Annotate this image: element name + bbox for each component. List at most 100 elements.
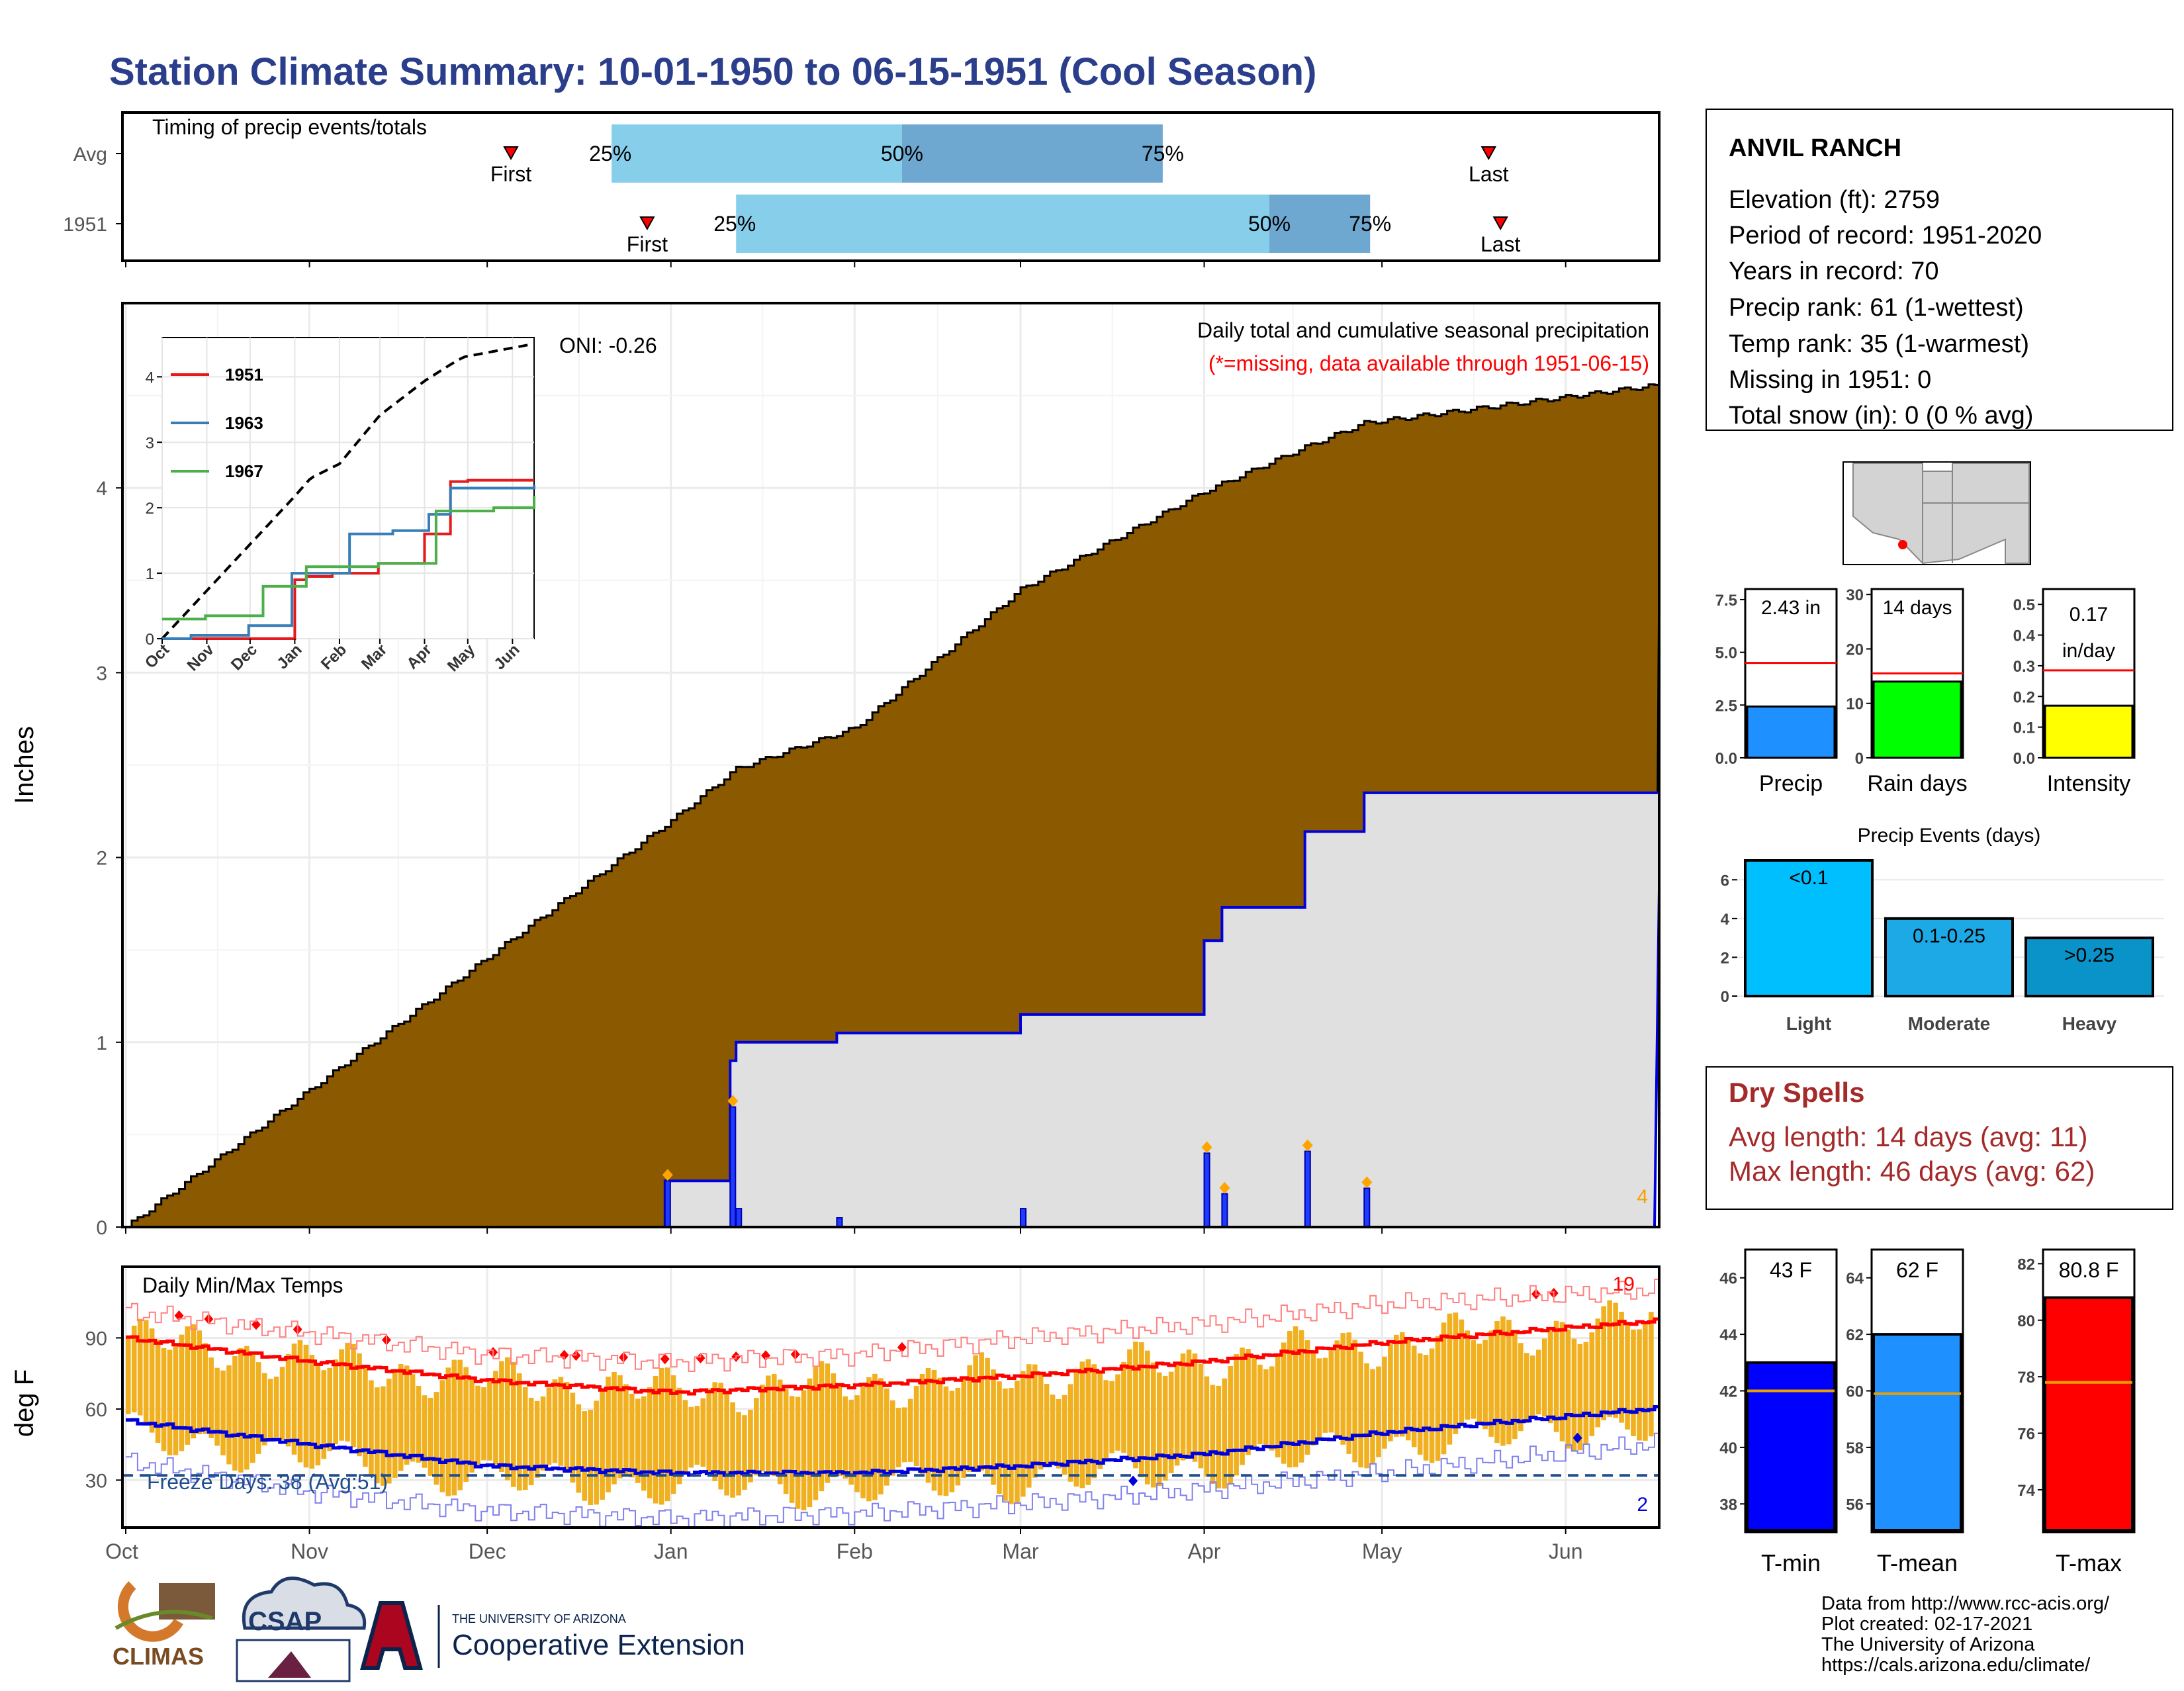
daily-temp-bar [410,1374,416,1462]
daily-temp-bar [261,1373,267,1445]
daily-temp-bar [730,1402,735,1498]
freeze-days-label: Freeze Days: 38 (Avg:51) [147,1470,388,1494]
timing-bar-middle-quartile [1269,195,1371,253]
events-y-tick-label: 2 [1721,949,1729,967]
daily-temp-bar [1607,1300,1612,1417]
station-line: Elevation (ft): 2759 [1729,186,1940,214]
daily-temp-bar [907,1398,913,1462]
inset-legend-label: 1967 [225,461,263,481]
daily-temp-bar [777,1379,783,1485]
temp-bar-value [1872,1333,1962,1531]
daily-temp-bar [866,1377,872,1502]
daily-temp-bar [1488,1330,1494,1437]
timing-panel: Timing of precip events/totals Avg 25% 50%… [63,111,1661,267]
daily-temp-bar [1115,1374,1120,1451]
mini-bar-value-unit: in/day [2062,640,2115,662]
daily-temp-bar [1073,1371,1079,1487]
heavy-event-marker [662,1169,673,1181]
daily-temp-bar [937,1377,943,1496]
mini-bar-y-tick-label: 0.3 [2013,658,2035,676]
daily-temp-bar [309,1355,315,1469]
daily-temp-bar [1571,1338,1577,1452]
csap-cloud-icon [242,1577,367,1630]
daily-temp-bar [126,1338,131,1414]
daily-temp-bar [428,1397,433,1476]
daily-temp-bar [439,1380,445,1492]
daily-temp-bar [1240,1348,1245,1465]
precip-panel-frame [121,302,1661,1228]
daily-temp-bar [1518,1343,1524,1432]
daily-temp-bar [807,1378,813,1508]
daily-temp-bar [641,1396,647,1491]
daily-temp-bar [1287,1331,1293,1468]
daily-temp-bar [688,1406,694,1468]
daily-temp-bar [1210,1385,1216,1485]
daily-temp-bar [226,1365,232,1465]
inset-average-line [161,342,535,640]
daily-temp-bar [1547,1327,1553,1424]
avg-tmin-line [126,1405,1659,1477]
daily-temp-bar [760,1385,765,1472]
daily-temp-bar [481,1387,486,1461]
last-event-label: Last [1469,162,1509,186]
daily-temp-bar [676,1387,682,1485]
credit-line: Data from http://www.rcc-acis.org/ [1821,1593,2110,1614]
daily-temp-bar [1275,1356,1281,1458]
daily-temp-bar [748,1410,753,1483]
daily-temp-bar [1535,1349,1541,1415]
daily-temp-bar [617,1375,623,1479]
daily-temp-bar [1447,1313,1453,1445]
daily-temp-bar [285,1353,291,1447]
daily-temp-bar [457,1359,463,1490]
climas-logo-mark [117,1581,183,1642]
first-event-label: First [490,162,531,186]
daily-temp-bar [1216,1385,1222,1488]
mini-bar-y-tick-label: 0.0 [1715,750,1737,768]
inset-y-tick-label: 1 [146,565,154,583]
precip-y-tick-label: 0 [96,1217,107,1239]
daily-temp-bar [1429,1348,1435,1463]
precip-event-bar [1884,917,2014,998]
daily-temp-bar [955,1387,961,1486]
daily-temp-bar [1370,1369,1375,1465]
precip-events-bars: <0.1 Light 0.1-0.25 Moderate >0.25 Heavy 0 2 4 6 [1721,859,2164,1034]
daily-temp-bar [255,1362,261,1454]
temp-bar-y-tick-label: 56 [1846,1496,1864,1514]
inset-series-line [162,496,535,621]
daily-temp-bar [528,1397,534,1486]
dry-spells-box [1706,1066,2173,1210]
daily-temp-bar [842,1396,848,1479]
daily-temp-bar [913,1385,919,1467]
temp-bar-name: T-max [2056,1549,2122,1577]
inset-y-tick-label: 3 [146,434,154,452]
daily-temp-bar [267,1379,273,1440]
timing-bar-middle-quartile [901,124,1163,183]
daily-temp-bar [1246,1348,1251,1455]
inset-legend-label: 1963 [225,413,263,433]
daily-temp-bar [570,1393,576,1483]
daily-temp-bar [682,1400,688,1475]
daily-temp-bar [433,1392,439,1485]
precip-event-bar-label: <0.1 [1789,867,1828,889]
daily-temp-bar [1340,1333,1346,1445]
daily-temp-bar [451,1359,457,1496]
daily-temp-bar [185,1326,191,1445]
daily-temp-bar [606,1377,611,1492]
inset-lines [161,342,535,640]
csap-logo-base [236,1639,351,1682]
daily-temp-bar [967,1365,973,1472]
daily-temp-bar [783,1389,789,1494]
daily-temp-bar [1133,1342,1138,1469]
inset-y-tick-label: 0 [146,631,154,649]
ua-logo-big-text: Cooperative Extension [452,1629,745,1661]
daily-temp-bar [1553,1320,1559,1432]
daily-temp-bar [1097,1373,1103,1469]
mini-bar-name: Rain days [1867,771,1967,796]
daily-temp-bar [789,1396,795,1503]
daily-temp-bar [1352,1340,1357,1463]
precip-y-label: Inches [10,726,39,804]
timing-label-75: 75% [1349,212,1391,236]
daily-temp-bar [997,1381,1002,1494]
station-line: Total snow (in): 0 (0 % avg) [1729,402,2033,430]
daily-temp-bar [463,1367,469,1482]
